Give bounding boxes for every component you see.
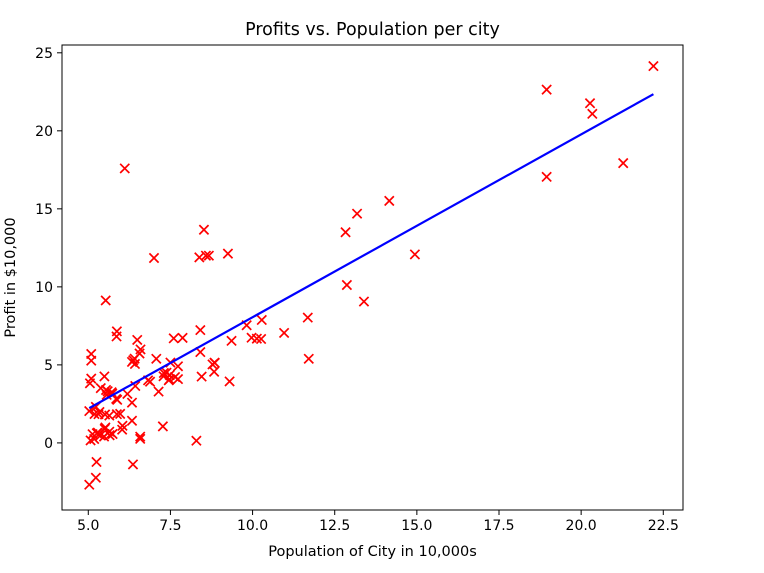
y-axis: 0 5 10 15 20 25	[35, 46, 62, 452]
y-tick-label: 15	[35, 202, 53, 218]
x-tick-label: 10.0	[237, 518, 268, 534]
data-point	[172, 361, 184, 372]
data-point	[116, 424, 128, 435]
data-point	[198, 224, 210, 235]
data-point	[134, 348, 145, 359]
y-tick-label: 10	[35, 280, 53, 296]
data-point	[148, 252, 160, 264]
data-point	[584, 98, 596, 109]
data-point	[153, 386, 164, 397]
data-point	[102, 386, 113, 397]
data-point	[222, 248, 234, 259]
regression-line	[88, 93, 654, 410]
data-point	[126, 397, 138, 408]
x-tick-label: 20.0	[566, 518, 597, 534]
data-point	[111, 326, 123, 337]
data-point	[358, 296, 370, 307]
data-point	[207, 359, 218, 370]
data-point	[119, 163, 130, 174]
data-point	[127, 459, 139, 470]
data-point	[158, 371, 169, 382]
data-point	[151, 353, 162, 364]
data-point	[91, 456, 102, 468]
data-point	[94, 406, 105, 418]
data-point	[195, 324, 206, 336]
y-tick-label: 25	[35, 46, 53, 62]
data-point	[587, 108, 598, 120]
data-point	[351, 208, 363, 219]
data-point	[224, 376, 235, 387]
data-point	[85, 435, 96, 446]
y-tick-label: 5	[44, 358, 53, 374]
data-point	[86, 373, 97, 384]
data-point	[134, 433, 146, 445]
y-tick-label: 0	[44, 436, 53, 452]
data-point	[340, 227, 351, 238]
data-point	[256, 314, 267, 326]
data-point	[191, 435, 202, 446]
y-axis-label: Profit in $10,000	[3, 217, 19, 337]
x-tick-label: 15.0	[401, 518, 432, 534]
data-point	[84, 405, 95, 417]
x-axis-label: Population of City in 10,000s	[268, 544, 477, 560]
data-point	[541, 84, 552, 95]
data-point	[255, 333, 267, 345]
data-point	[648, 60, 659, 72]
data-point	[226, 335, 237, 347]
data-point	[172, 373, 184, 385]
x-tick-label: 7.5	[159, 518, 181, 534]
data-point	[541, 171, 552, 183]
data-point	[203, 250, 215, 261]
x-tick-label: 17.5	[483, 518, 514, 534]
data-point	[114, 408, 126, 420]
data-point	[99, 371, 110, 382]
data-point	[100, 295, 111, 306]
data-point	[122, 388, 133, 400]
data-point	[194, 252, 205, 263]
data-point	[200, 250, 212, 261]
data-point	[177, 332, 188, 344]
data-point	[134, 431, 146, 442]
data-point	[278, 327, 290, 339]
data-point	[302, 312, 313, 323]
data-point	[168, 333, 179, 344]
data-point	[144, 376, 156, 387]
data-point	[251, 333, 263, 344]
data-point	[384, 195, 395, 207]
data-point	[341, 279, 353, 291]
y-tick-label: 20	[35, 124, 53, 140]
data-point	[303, 353, 314, 364]
data-point	[107, 428, 118, 440]
data-point	[132, 334, 143, 346]
data-point	[99, 409, 111, 420]
data-point	[129, 358, 141, 370]
x-axis: 5.0 7.5 10.0 12.5 15.0 17.5 20.0 22.5	[77, 510, 679, 534]
data-point	[130, 380, 141, 392]
data-point	[617, 157, 629, 169]
data-point	[99, 423, 110, 435]
x-tick-label: 12.5	[319, 518, 350, 534]
x-tick-label: 5.0	[77, 518, 99, 534]
data-point	[84, 479, 95, 490]
data-point	[86, 355, 97, 366]
regression-line-series	[88, 93, 654, 410]
data-point	[157, 421, 169, 432]
x-tick-label: 22.5	[648, 518, 679, 534]
data-point	[117, 420, 128, 431]
scatter-series	[84, 60, 659, 490]
data-point	[126, 415, 138, 426]
plot-frame	[61, 44, 684, 511]
data-point	[196, 371, 207, 382]
data-point	[409, 249, 421, 260]
chart-title: Profits vs. Population per city	[245, 20, 500, 40]
